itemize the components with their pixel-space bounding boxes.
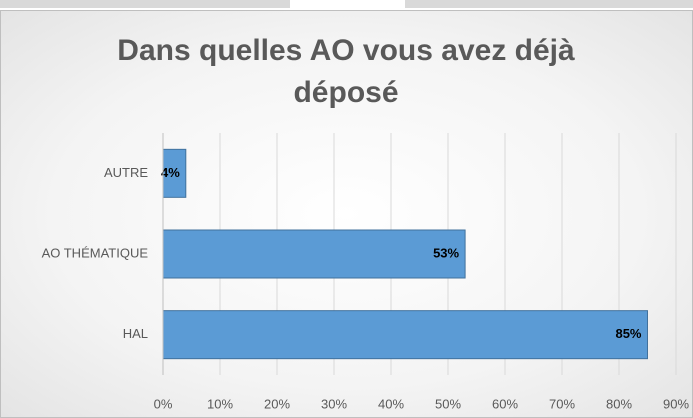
y-tick-label: HAL bbox=[123, 326, 148, 341]
toolbar-strip bbox=[0, 0, 290, 8]
x-tick-label: 30% bbox=[321, 396, 347, 411]
bar bbox=[162, 229, 466, 279]
chart-title: Dans quelles AO vous avez déjà déposé bbox=[117, 34, 575, 109]
x-tick-label: 60% bbox=[492, 396, 518, 411]
toolbar-strip bbox=[405, 0, 693, 8]
x-tick-label: 20% bbox=[264, 396, 290, 411]
y-tick-label: AUTRE bbox=[104, 165, 148, 180]
x-tick-label: 90% bbox=[663, 396, 689, 411]
x-tick-label: 70% bbox=[549, 396, 575, 411]
bar bbox=[162, 310, 648, 360]
data-label: 53% bbox=[433, 245, 459, 260]
data-label: 85% bbox=[615, 326, 641, 341]
data-label: 4% bbox=[161, 165, 180, 180]
x-tick-label: 40% bbox=[378, 396, 404, 411]
y-tick-label: AO THÉMATIQUE bbox=[42, 245, 149, 260]
x-tick-label: 10% bbox=[207, 396, 233, 411]
x-tick-label: 50% bbox=[435, 396, 461, 411]
x-tick-label: 0% bbox=[154, 396, 173, 411]
x-tick-label: 80% bbox=[606, 396, 632, 411]
